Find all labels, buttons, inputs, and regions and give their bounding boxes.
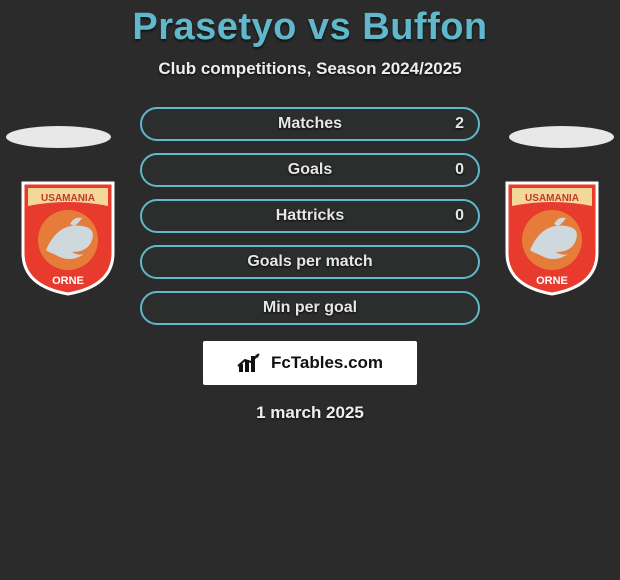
player-left-photo-placeholder [6, 126, 111, 148]
date-text: 1 march 2025 [0, 403, 620, 423]
stat-row-matches: Matches 2 [140, 107, 480, 141]
stat-label: Matches [278, 115, 342, 133]
svg-text:ORNE: ORNE [52, 275, 84, 287]
stat-row-min-per-goal: Min per goal [140, 291, 480, 325]
stat-value-right: 2 [455, 115, 464, 133]
club-badge-right: USAMANIA ORNE [502, 178, 602, 296]
branding-box[interactable]: FcTables.com [203, 341, 417, 385]
svg-text:USAMANIA: USAMANIA [525, 193, 579, 204]
stat-row-goals-per-match: Goals per match [140, 245, 480, 279]
branding-text: FcTables.com [271, 353, 383, 373]
svg-text:USAMANIA: USAMANIA [41, 193, 95, 204]
stat-label: Goals [288, 161, 332, 179]
svg-text:ORNE: ORNE [536, 275, 568, 287]
stat-row-hattricks: Hattricks 0 [140, 199, 480, 233]
stat-label: Hattricks [276, 207, 344, 225]
page-title: Prasetyo vs Buffon [0, 0, 620, 49]
bar-chart-icon [237, 352, 265, 374]
stat-label: Goals per match [247, 253, 372, 271]
player-right-photo-placeholder [509, 126, 614, 148]
stat-value-right: 0 [455, 161, 464, 179]
subtitle: Club competitions, Season 2024/2025 [0, 59, 620, 79]
stat-row-goals: Goals 0 [140, 153, 480, 187]
club-badge-left: USAMANIA ORNE [18, 178, 118, 296]
stat-value-right: 0 [455, 207, 464, 225]
stat-label: Min per goal [263, 299, 357, 317]
